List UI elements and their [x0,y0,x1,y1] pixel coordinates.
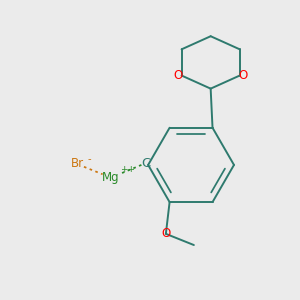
Text: Br: Br [71,157,84,170]
Text: O: O [161,227,170,240]
Text: -: - [88,154,91,164]
Text: O: O [173,69,182,82]
Text: O: O [239,69,248,82]
Text: ++: ++ [120,165,135,174]
Text: Mg: Mg [102,171,120,184]
Text: C: C [142,157,151,169]
